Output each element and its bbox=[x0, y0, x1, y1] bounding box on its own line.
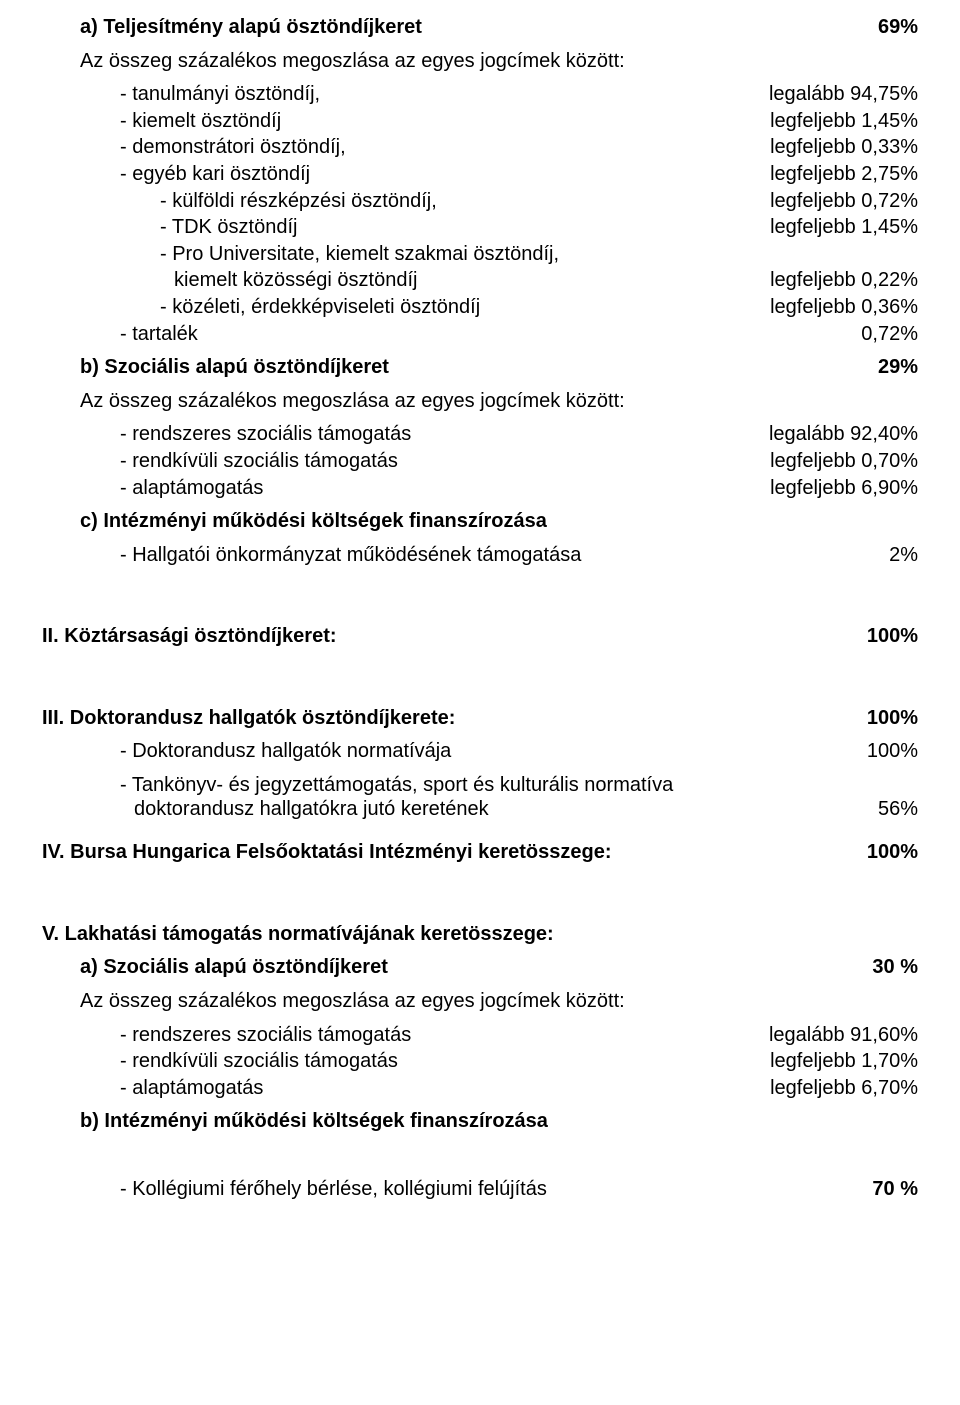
item-label: - Kollégiumi férőhely bérlése, kollégium… bbox=[120, 1178, 872, 1202]
section-iv: IV. Bursa Hungarica Felsőoktatási Intézm… bbox=[42, 841, 918, 865]
item-value: 56% bbox=[878, 798, 918, 822]
item-value: legfeljebb 6,90% bbox=[770, 477, 918, 501]
section-v-a-item: - rendszeres szociális támogatás legaláb… bbox=[42, 1024, 918, 1048]
item-value: legfeljebb 1,45% bbox=[770, 216, 918, 240]
section-ii: II. Köztársasági ösztöndíjkeret: 100% bbox=[42, 625, 918, 649]
section-v-b-item: - Kollégiumi férőhely bérlése, kollégium… bbox=[42, 1178, 918, 1202]
item-label: kiemelt közösségi ösztöndíj bbox=[160, 269, 770, 293]
section-iii-title: III. Doktorandusz hallgatók ösztöndíjker… bbox=[42, 707, 867, 731]
item-label: - rendkívüli szociális támogatás bbox=[120, 1050, 770, 1074]
section-iii: III. Doktorandusz hallgatók ösztöndíjker… bbox=[42, 707, 918, 731]
section-iii-value: 100% bbox=[867, 707, 918, 731]
section-a-value: 69% bbox=[878, 16, 918, 40]
section-v-a-title: a) Szociális alapú ösztöndíjkeret 30 % bbox=[42, 956, 918, 980]
section-a-tartalek: - tartalék 0,72% bbox=[42, 323, 918, 347]
item-value: legfeljebb 1,45% bbox=[770, 110, 918, 134]
item-value: legfeljebb 0,33% bbox=[770, 136, 918, 160]
section-a-title-text: a) Teljesítmény alapú ösztöndíjkeret bbox=[80, 16, 878, 40]
item-value: legfeljebb 0,36% bbox=[770, 296, 918, 320]
item-value: legfeljebb 1,70% bbox=[770, 1050, 918, 1074]
section-b-item: - rendszeres szociális támogatás legaláb… bbox=[42, 423, 918, 447]
section-a-item2: - külföldi részképzési ösztöndíj, legfel… bbox=[42, 190, 918, 214]
section-iii-multi-line1: - Tankönyv- és jegyzettámogatás, sport é… bbox=[42, 774, 918, 798]
section-a-item2: - TDK ösztöndíj legfeljebb 1,45% bbox=[42, 216, 918, 240]
item-label: - Pro Universitate, kiemelt szakmai öszt… bbox=[160, 243, 918, 267]
item-label: - közéleti, érdekképviseleti ösztöndíj bbox=[160, 296, 770, 320]
section-v-a-item: - rendkívüli szociális támogatás legfelj… bbox=[42, 1050, 918, 1074]
section-a-item: - egyéb kari ösztöndíj legfeljebb 2,75% bbox=[42, 163, 918, 187]
section-v-title: V. Lakhatási támogatás normatívájának ke… bbox=[42, 923, 918, 947]
item-label: - kiemelt ösztöndíj bbox=[120, 110, 770, 134]
item-label: - egyéb kari ösztöndíj bbox=[120, 163, 770, 187]
section-a-item2: kiemelt közösségi ösztöndíj legfeljebb 0… bbox=[42, 269, 918, 293]
item-label: - Doktorandusz hallgatók normatívája bbox=[120, 740, 867, 764]
section-a-item: - kiemelt ösztöndíj legfeljebb 1,45% bbox=[42, 110, 918, 134]
section-a-item: - demonstrátori ösztöndíj, legfeljebb 0,… bbox=[42, 136, 918, 160]
item-label: - rendkívüli szociális támogatás bbox=[120, 450, 770, 474]
section-b-title: b) Szociális alapú ösztöndíjkeret 29% bbox=[42, 356, 918, 380]
section-iii-item: - Doktorandusz hallgatók normatívája 100… bbox=[42, 740, 918, 764]
item-value: legalább 91,60% bbox=[769, 1024, 918, 1048]
section-b-subtitle: Az összeg százalékos megoszlása az egyes… bbox=[42, 390, 918, 414]
section-v-a-title-text: a) Szociális alapú ösztöndíjkeret bbox=[80, 956, 872, 980]
item-label: - TDK ösztöndíj bbox=[160, 216, 770, 240]
section-iii-multi-line2: doktorandusz hallgatókra jutó keretének … bbox=[42, 798, 918, 822]
item-label: - külföldi részképzési ösztöndíj, bbox=[160, 190, 770, 214]
section-v-a-subtitle: Az összeg százalékos megoszlása az egyes… bbox=[42, 990, 918, 1014]
item-value: 70 % bbox=[872, 1178, 918, 1202]
item-value: legfeljebb 0,70% bbox=[770, 450, 918, 474]
item-label: - demonstrátori ösztöndíj, bbox=[120, 136, 770, 160]
item-value: 0,72% bbox=[861, 323, 918, 347]
item-value: legfeljebb 0,22% bbox=[770, 269, 918, 293]
item-value: legfeljebb 0,72% bbox=[770, 190, 918, 214]
section-v-a-item: - alaptámogatás legfeljebb 6,70% bbox=[42, 1077, 918, 1101]
item-label: - Hallgatói önkormányzat működésének tám… bbox=[120, 544, 889, 568]
section-b-item: - alaptámogatás legfeljebb 6,90% bbox=[42, 477, 918, 501]
section-ii-value: 100% bbox=[867, 625, 918, 649]
item-label: doktorandusz hallgatókra jutó keretének bbox=[120, 798, 878, 822]
item-value: legalább 92,40% bbox=[769, 423, 918, 447]
section-iv-title: IV. Bursa Hungarica Felsőoktatási Intézm… bbox=[42, 841, 867, 865]
item-value: legfeljebb 6,70% bbox=[770, 1077, 918, 1101]
item-label: - tartalék bbox=[120, 323, 861, 347]
item-value: legalább 94,75% bbox=[769, 83, 918, 107]
section-v-a-value: 30 % bbox=[872, 956, 918, 980]
section-b-title-text: b) Szociális alapú ösztöndíjkeret bbox=[80, 356, 878, 380]
item-label: - tanulmányi ösztöndíj, bbox=[120, 83, 769, 107]
section-a-item: - tanulmányi ösztöndíj, legalább 94,75% bbox=[42, 83, 918, 107]
item-label: - alaptámogatás bbox=[120, 1077, 770, 1101]
section-a-item2: - közéleti, érdekképviseleti ösztöndíj l… bbox=[42, 296, 918, 320]
section-v-b-title: b) Intézményi működési költségek finansz… bbox=[42, 1110, 918, 1134]
item-value: 100% bbox=[867, 740, 918, 764]
section-c-title: c) Intézményi működési költségek finansz… bbox=[42, 510, 918, 534]
item-label: - rendszeres szociális támogatás bbox=[120, 423, 769, 447]
item-label: - rendszeres szociális támogatás bbox=[120, 1024, 769, 1048]
section-ii-title: II. Köztársasági ösztöndíjkeret: bbox=[42, 625, 867, 649]
section-iv-value: 100% bbox=[867, 841, 918, 865]
section-b-value: 29% bbox=[878, 356, 918, 380]
item-label: - alaptámogatás bbox=[120, 477, 770, 501]
section-a-item2: - Pro Universitate, kiemelt szakmai öszt… bbox=[42, 243, 918, 267]
section-b-item: - rendkívüli szociális támogatás legfelj… bbox=[42, 450, 918, 474]
section-c-item: - Hallgatói önkormányzat működésének tám… bbox=[42, 544, 918, 568]
section-a-subtitle: Az összeg százalékos megoszlása az egyes… bbox=[42, 50, 918, 74]
item-value: legfeljebb 2,75% bbox=[770, 163, 918, 187]
item-value: 2% bbox=[889, 544, 918, 568]
section-a-title: a) Teljesítmény alapú ösztöndíjkeret 69% bbox=[42, 16, 918, 40]
